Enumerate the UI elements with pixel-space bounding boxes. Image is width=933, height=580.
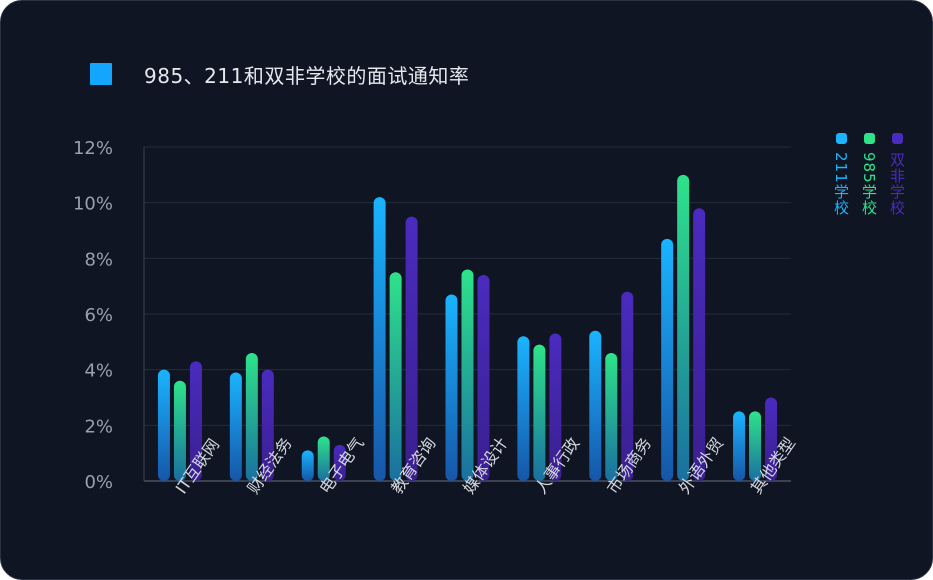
bar-985学校-教育咨询[interactable]	[389, 272, 402, 481]
y-tick-label: 2%	[84, 416, 113, 437]
bar-211学校-其他类型[interactable]	[733, 411, 746, 481]
legend-swatch	[835, 133, 847, 144]
bar-双非学校-财经法务[interactable]	[261, 369, 274, 481]
y-tick-label: 12%	[73, 138, 113, 159]
bar-双非学校-外语外贸[interactable]	[693, 208, 706, 481]
bar-985学校-人事行政[interactable]	[533, 344, 546, 481]
bar-211学校-电子电气[interactable]	[301, 450, 314, 481]
bar-985学校-其他类型[interactable]	[749, 411, 762, 481]
bar-211学校-人事行政[interactable]	[517, 336, 530, 481]
y-tick-label: 0%	[84, 472, 113, 493]
legend-swatch	[863, 133, 875, 144]
bar-211学校-IT互联网[interactable]	[157, 369, 170, 481]
bar-985学校-市场商务[interactable]	[605, 352, 618, 481]
bar-985学校-外语外贸[interactable]	[677, 174, 690, 482]
bar-双非学校-IT互联网[interactable]	[189, 361, 202, 481]
legend-swatch	[891, 133, 903, 144]
bar-985学校-电子电气[interactable]	[317, 436, 330, 481]
legend-label: 双非学校	[888, 152, 906, 216]
bar-211学校-财经法务[interactable]	[229, 372, 242, 481]
bar-双非学校-市场商务[interactable]	[621, 291, 634, 481]
bar-211学校-市场商务[interactable]	[589, 330, 602, 481]
y-tick-label: 6%	[84, 305, 113, 326]
bar-211学校-教育咨询[interactable]	[373, 197, 386, 481]
y-tick-label: 8%	[84, 249, 113, 270]
legend-label: 985学校	[860, 152, 878, 216]
bar-双非学校-其他类型[interactable]	[765, 397, 778, 482]
bar-双非学校-教育咨询[interactable]	[405, 216, 418, 482]
bar-985学校-财经法务[interactable]	[245, 352, 258, 481]
legend-item[interactable]: 双非学校	[883, 133, 911, 216]
legend-item[interactable]: 985学校	[855, 133, 883, 216]
bar-双非学校-电子电气[interactable]	[333, 444, 346, 481]
legend-item[interactable]: 211学校	[827, 133, 855, 216]
y-tick-label: 10%	[73, 194, 113, 215]
bar-双非学校-媒体设计[interactable]	[477, 275, 490, 481]
bar-985学校-媒体设计[interactable]	[461, 269, 474, 481]
chart-title-row: 985、211和双非学校的面试通知率	[90, 59, 469, 89]
title-legend-swatch	[90, 63, 112, 85]
chart-legend: 211学校 985学校 双非学校	[827, 133, 911, 216]
bar-985学校-IT互联网[interactable]	[173, 380, 186, 481]
bar-211学校-媒体设计[interactable]	[445, 294, 458, 481]
bar-211学校-外语外贸[interactable]	[661, 238, 674, 481]
legend-label: 211学校	[832, 152, 850, 216]
y-tick-label: 4%	[84, 361, 113, 382]
bar-双非学校-人事行政[interactable]	[549, 333, 562, 481]
chart-title: 985、211和双非学校的面试通知率	[144, 63, 470, 88]
